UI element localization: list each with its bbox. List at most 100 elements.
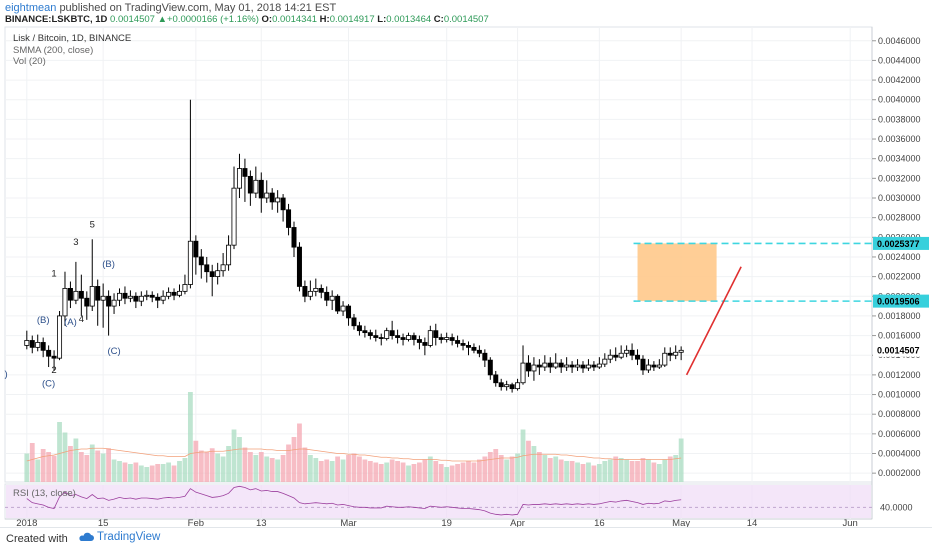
volume-bar xyxy=(346,455,351,482)
x-tick-label: Feb xyxy=(188,518,204,527)
candle-body xyxy=(236,168,242,189)
candle-body xyxy=(618,352,624,358)
zone-bottom-tag-bg xyxy=(873,294,929,308)
candle-body xyxy=(433,330,439,338)
legend-rsi[interactable]: RSI (13, close) xyxy=(13,488,76,499)
volume-bar xyxy=(667,456,673,482)
x-tick-label: Apr xyxy=(510,518,525,527)
volume-bar xyxy=(651,462,657,482)
candle-body xyxy=(411,335,417,340)
candle-body xyxy=(356,325,362,332)
author-link[interactable]: eightmean xyxy=(5,2,57,14)
volume-bar xyxy=(89,444,95,482)
candle-body xyxy=(607,354,613,360)
volume-bar xyxy=(586,462,591,482)
tradingview-logo[interactable]: TradingView xyxy=(78,531,160,543)
volume-bar xyxy=(313,458,319,482)
candle-body xyxy=(286,209,292,228)
volume-bar xyxy=(269,458,275,482)
candle-body xyxy=(678,349,684,353)
wave-label: (A) xyxy=(64,317,77,328)
candle-body xyxy=(542,362,548,368)
target-zone[interactable] xyxy=(633,242,872,302)
volume-bar xyxy=(515,453,520,482)
candle-body xyxy=(220,264,226,272)
volume-bar xyxy=(509,456,515,482)
x-tick-label: 14 xyxy=(747,518,758,527)
legend-vol[interactable]: Vol (20) xyxy=(13,56,46,67)
candle-body xyxy=(313,288,319,292)
legend-smma[interactable]: SMMA (200, close) xyxy=(13,45,93,56)
volume-bar xyxy=(373,462,379,482)
volume-bar xyxy=(471,462,477,482)
volume-bar xyxy=(329,461,335,482)
cloud-icon xyxy=(79,532,94,541)
y-tick-label: 0.0004000 xyxy=(878,449,921,459)
volume-bar xyxy=(29,443,35,482)
volume-bar xyxy=(466,461,471,482)
volume-bar xyxy=(253,455,259,482)
volume-bar xyxy=(324,459,330,482)
volume-bar xyxy=(318,461,324,482)
candle-body xyxy=(482,352,488,361)
main-pane[interactable] xyxy=(4,26,873,483)
candle-body xyxy=(558,362,564,368)
candle-body xyxy=(378,337,384,339)
volume-bar xyxy=(215,453,221,482)
candle-body xyxy=(476,349,482,354)
candle-body xyxy=(509,384,515,390)
y-tick-label: 0.0030000 xyxy=(878,193,921,203)
volume-bar xyxy=(122,462,128,482)
volume-bar xyxy=(482,456,488,482)
candle-body xyxy=(78,290,84,299)
volume-bar xyxy=(558,459,564,482)
volume-bar xyxy=(624,459,630,482)
volume-bar xyxy=(264,456,270,482)
volume-bar xyxy=(640,458,646,482)
candle-body xyxy=(106,295,112,307)
candle-body xyxy=(575,364,581,368)
y-tick-label: 0.0038000 xyxy=(878,114,921,124)
candle-body xyxy=(504,384,510,388)
volume-bar xyxy=(84,455,90,482)
volume-bar xyxy=(171,465,177,482)
candle-body xyxy=(329,295,335,301)
candle-body xyxy=(564,364,570,368)
candle-body xyxy=(455,340,461,344)
volume-bar xyxy=(635,461,640,482)
volume-bar xyxy=(242,447,248,482)
candle-body xyxy=(629,349,635,356)
candle-body xyxy=(525,362,531,372)
candle-body xyxy=(362,330,368,334)
volume-bar xyxy=(111,459,117,482)
ohlc-header: BINANCE:LSKBTC, 1D 0.0014507 ▲+0.0000166… xyxy=(5,14,489,25)
y-tick-label: 0.0032000 xyxy=(878,173,921,183)
last-price: 0.0014507 xyxy=(110,14,155,25)
open-value: 0.0014341 xyxy=(272,14,318,25)
candle-body xyxy=(520,362,526,384)
candle-body xyxy=(602,358,608,365)
candle-body xyxy=(465,345,471,348)
high-value: 0.0014917 xyxy=(329,14,375,25)
candle-body xyxy=(307,290,313,297)
volume-bar xyxy=(444,467,450,482)
forecast-arrow[interactable] xyxy=(685,266,742,376)
volume-bar xyxy=(231,429,237,482)
candle-body xyxy=(258,179,264,199)
volume-bar xyxy=(62,432,68,482)
x-tick-label: May xyxy=(672,518,690,527)
candle-body xyxy=(46,349,52,357)
low-value: 0.0013464 xyxy=(386,14,432,25)
volume-bar xyxy=(187,392,193,482)
candle-body xyxy=(613,354,619,358)
forecast-line xyxy=(685,266,742,376)
chart-canvas[interactable]: 0.0046000 0.0044000 0.0042000 0.0040000 0.00… xyxy=(0,0,932,527)
volume-bar xyxy=(575,462,580,482)
candle-body xyxy=(662,352,668,366)
candle-body xyxy=(493,374,499,384)
candle-body xyxy=(138,295,144,302)
volume-bar xyxy=(204,452,210,482)
candle-body xyxy=(100,295,106,301)
candle-body xyxy=(84,297,90,307)
y-tick-label: 0.0012000 xyxy=(878,370,921,380)
